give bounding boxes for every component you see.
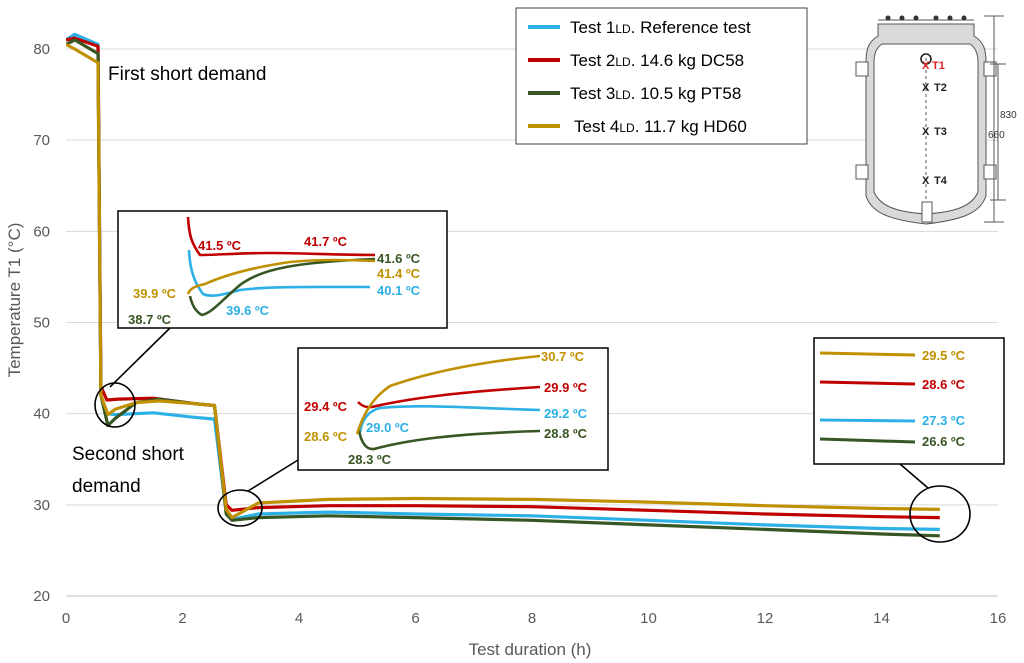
x-tick-label: 10 bbox=[640, 610, 657, 627]
inset-first-curves bbox=[186, 216, 376, 317]
x-axis-title: Test duration (h) bbox=[469, 640, 592, 659]
inset-second-label-2: 29.9 ºC bbox=[544, 380, 588, 395]
inset-first-demand: 41.5 ºC 41.7 ºC 41.6 ºC 41.4 ºC 39.9 ºC … bbox=[117, 210, 448, 329]
y-axis-title: Temperature T1 (°C) bbox=[5, 223, 24, 378]
x-tick-label: 4 bbox=[295, 610, 303, 627]
x-tick-label: 12 bbox=[757, 610, 774, 627]
x-tick-label: 6 bbox=[411, 610, 419, 627]
inset-end: 29.5 ºC 28.6 ºC 27.3 ºC 26.6 ºC bbox=[813, 337, 1005, 465]
first-short-demand-label: First short demand bbox=[108, 64, 266, 85]
inset-end-label-2: 28.6 ºC bbox=[922, 377, 966, 392]
tank-diagram: X T1 X T2 X T3 X T4 830 660 bbox=[855, 15, 1017, 225]
inset-first-frame bbox=[117, 210, 448, 329]
inset-first-label-4: 41.4 ºC bbox=[377, 266, 421, 281]
series-group bbox=[66, 32, 940, 538]
tank-mark-2: X bbox=[922, 82, 930, 94]
inset-first-label-7: 39.6 ºC bbox=[226, 303, 270, 318]
y-tick-label: 20 bbox=[33, 588, 50, 605]
callout-circles bbox=[94, 327, 971, 543]
x-tick-label: 14 bbox=[873, 610, 890, 627]
y-tick-label: 30 bbox=[33, 497, 50, 514]
callout-line-first bbox=[109, 327, 171, 388]
y-tick-label: 40 bbox=[33, 406, 50, 423]
inset-end-curve-test3 bbox=[819, 437, 916, 444]
inset-second-label-3: 29.4 ºC bbox=[304, 399, 348, 414]
x-tick-label: 8 bbox=[528, 610, 536, 627]
inset-first-label-1: 41.5 ºC bbox=[198, 238, 242, 253]
inset-second-curve-test4 bbox=[355, 354, 541, 435]
inset-first-label-8: 38.7 ºC bbox=[128, 312, 172, 327]
x-tick-label: 0 bbox=[62, 610, 70, 627]
inset-first-label-5: 39.9 ºC bbox=[133, 286, 177, 301]
inset-second-label-6: 28.6 ºC bbox=[304, 429, 348, 444]
inset-end-curves bbox=[819, 351, 916, 444]
x-tick-label: 16 bbox=[990, 610, 1007, 627]
inset-end-label-1: 29.5 ºC bbox=[922, 348, 966, 363]
y-tick-label: 50 bbox=[33, 315, 50, 332]
legend-label-test2: Test 2LD. 14.6 kg DC58 bbox=[570, 51, 744, 70]
tank-mark-3: X bbox=[922, 126, 930, 138]
tank-bolts bbox=[885, 15, 967, 21]
inset-second-label-5: 29.0 ºC bbox=[366, 420, 410, 435]
y-axis: 20 30 40 50 60 70 80 bbox=[33, 41, 50, 605]
second-demand-circle bbox=[217, 489, 263, 527]
inset-first-label-2: 41.7 ºC bbox=[304, 234, 348, 249]
inset-second-label-1: 30.7 ºC bbox=[541, 349, 585, 364]
x-tick-label: 2 bbox=[178, 610, 186, 627]
legend: Test 1LD. Reference test Test 2LD. 14.6 k… bbox=[515, 7, 808, 145]
tank-outline bbox=[855, 15, 1006, 225]
tank-dim-660: 660 bbox=[988, 130, 1005, 141]
inset-end-curve-test2 bbox=[819, 380, 916, 386]
inset-end-curve-test1 bbox=[819, 418, 916, 423]
legend-frame bbox=[515, 7, 808, 145]
inset-end-label-3: 27.3 ºC bbox=[922, 413, 966, 428]
inset-second-curve-test2 bbox=[357, 385, 541, 409]
second-short-demand-label-2: demand bbox=[72, 476, 141, 497]
tank-label-t4: T4 bbox=[934, 175, 948, 187]
series-line-test4 bbox=[66, 42, 940, 520]
y-tick-label: 80 bbox=[33, 41, 50, 58]
inset-first-label-3: 41.6 ºC bbox=[377, 251, 421, 266]
inset-second-curve-test1 bbox=[358, 404, 541, 433]
tank-mark-1: X bbox=[922, 60, 930, 72]
legend-label-test3: Test 3LD. 10.5 kg PT58 bbox=[570, 84, 741, 103]
inset-end-frame bbox=[813, 337, 1005, 465]
inset-second-curves bbox=[355, 354, 541, 451]
inset-second-curve-test3 bbox=[357, 429, 541, 451]
inset-end-label-4: 26.6 ºC bbox=[922, 434, 966, 449]
tank-mark-4: X bbox=[922, 175, 930, 187]
t1-probe-icon bbox=[920, 53, 932, 65]
tank-label-t3: T3 bbox=[934, 126, 947, 138]
x-axis: 0 2 4 6 8 10 12 14 16 bbox=[62, 610, 1007, 627]
tank-label-t2: T2 bbox=[934, 82, 947, 94]
inset-first-curve-test4 bbox=[186, 258, 376, 295]
tank-label-t1: T1 bbox=[932, 60, 945, 72]
inset-first-curve-test2 bbox=[186, 216, 376, 257]
callout-line-second bbox=[247, 459, 299, 492]
second-short-demand-label-1: Second short bbox=[72, 444, 185, 465]
inset-second-demand: 30.7 ºC 29.9 ºC 29.4 ºC 29.2 ºC 29.0 ºC … bbox=[297, 347, 609, 471]
inset-first-label-6: 40.1 ºC bbox=[377, 283, 421, 298]
legend-label-test1: Test 1LD. Reference test bbox=[570, 18, 751, 37]
y-tick-label: 60 bbox=[33, 223, 50, 240]
inset-second-label-7: 28.8 ºC bbox=[544, 426, 588, 441]
inset-second-label-8: 28.3 ºC bbox=[348, 452, 392, 467]
end-circle bbox=[909, 485, 971, 543]
inset-end-curve-test4 bbox=[819, 351, 916, 357]
tank-dim-830: 830 bbox=[1000, 110, 1017, 121]
inset-second-label-4: 29.2 ºC bbox=[544, 406, 588, 421]
legend-label-test4: Test 4LD. 11.7 kg HD60 bbox=[574, 117, 747, 136]
inset-first-curve-test3 bbox=[188, 257, 376, 317]
y-tick-label: 70 bbox=[33, 132, 50, 149]
callout-line-end bbox=[899, 463, 929, 489]
